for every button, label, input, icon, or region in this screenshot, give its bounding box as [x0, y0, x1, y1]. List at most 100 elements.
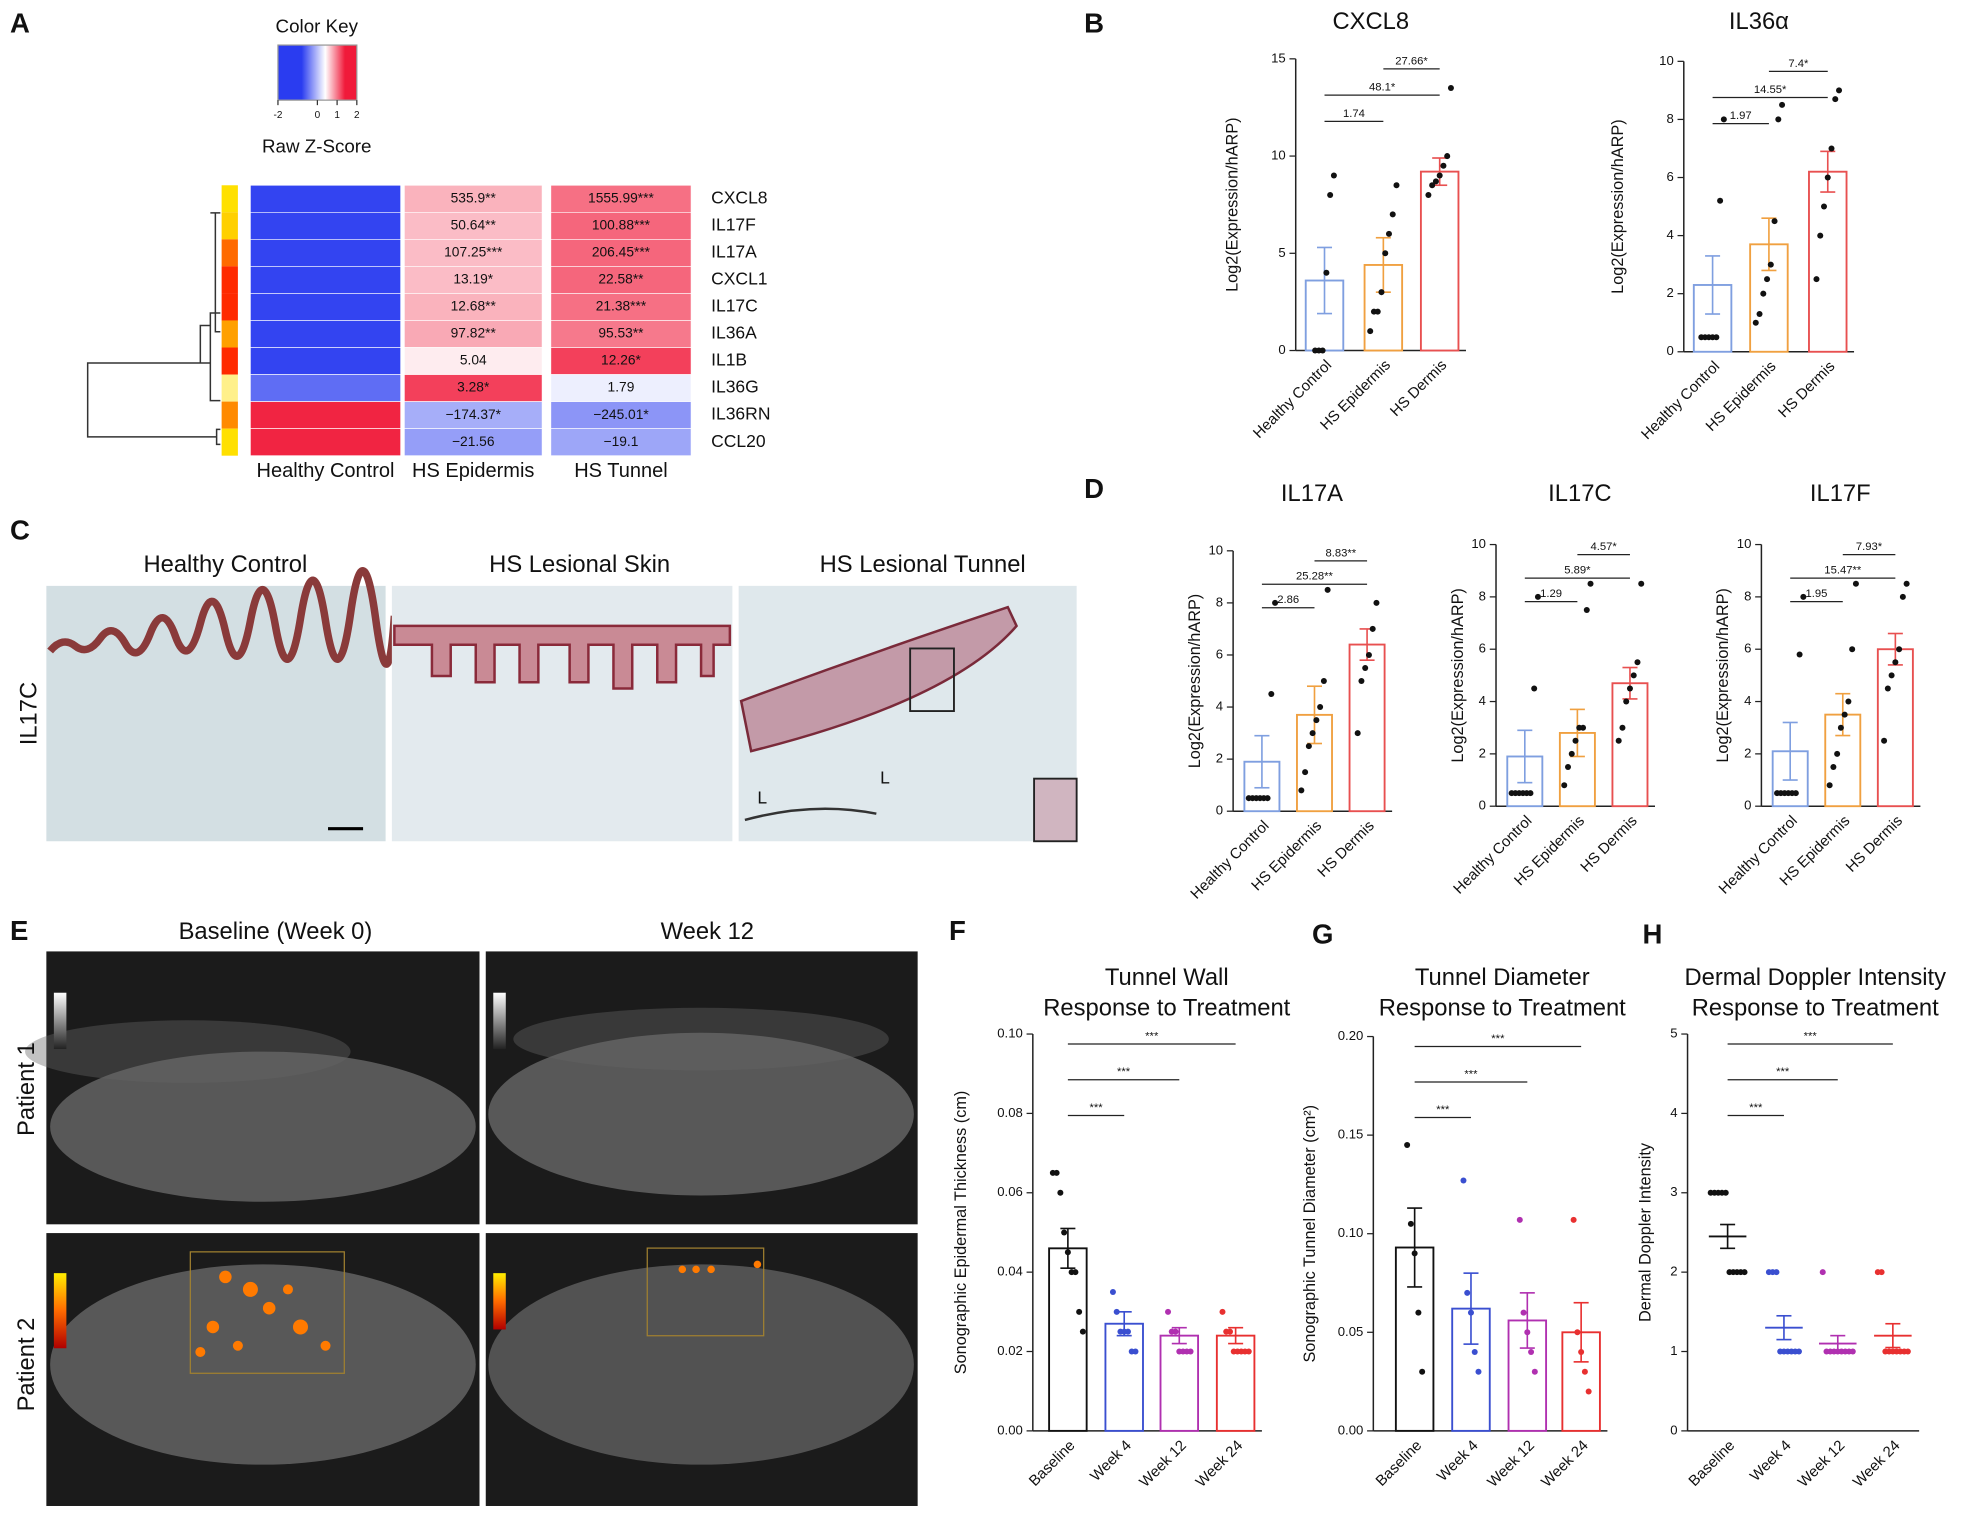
row-label: CXCL8: [711, 187, 767, 207]
cell-label: 95.53**: [598, 326, 644, 341]
color-key-label: Raw Z-Score: [262, 136, 372, 157]
chart-title: CXCL8: [1333, 8, 1410, 35]
cell-label: 50.64**: [451, 217, 497, 232]
column-label: HS Epidermis: [412, 460, 534, 482]
data-point: [1899, 593, 1906, 600]
chart-subtitle: Response to Treatment: [1692, 994, 1939, 1021]
row-label: IL36A: [711, 323, 757, 343]
data-point: [1764, 276, 1771, 283]
y-tick-label: 6: [1744, 641, 1751, 656]
data-point: [1354, 730, 1361, 737]
comparison-label: ***: [1749, 1102, 1763, 1114]
comparison-label: 25.28**: [1296, 571, 1334, 583]
panel-label: B: [1084, 7, 1104, 38]
y-tick-label: 10: [1271, 148, 1286, 163]
data-point: [1585, 1388, 1592, 1395]
data-point: [1561, 782, 1568, 789]
data-point: [1841, 711, 1848, 718]
cell-label: 22.58**: [598, 272, 644, 287]
heatmap-cell: [404, 293, 543, 321]
y-tick-label: 10: [1208, 542, 1223, 557]
cell-label: 97.82**: [451, 326, 497, 341]
data-point: [1305, 743, 1312, 750]
cell-label: 5.04: [460, 353, 487, 368]
bar: [1808, 170, 1848, 353]
comparison-label: 1.74: [1343, 108, 1365, 120]
data-point: [1796, 651, 1803, 658]
data-point: [1836, 87, 1843, 94]
data-point: [1165, 1308, 1172, 1315]
x-tick-label: HS Dermis: [1775, 358, 1838, 421]
data-point: [1319, 347, 1326, 354]
row-color: [221, 428, 238, 456]
y-tick-label: 5: [1670, 1026, 1677, 1041]
data-point: [1302, 769, 1309, 776]
y-tick-label: 0.00: [997, 1422, 1023, 1437]
data-point: [1132, 1348, 1139, 1355]
cell-label: 107.25***: [444, 245, 503, 260]
heatmap-cell: [404, 184, 543, 213]
y-tick-label: 0.08: [997, 1105, 1023, 1120]
cell-label: −19.1: [604, 434, 639, 449]
heatmap-cell: [550, 293, 692, 321]
comparison-label: 5.89*: [1564, 565, 1591, 577]
histology-title: HS Lesional Tunnel: [820, 551, 1026, 578]
data-point: [1415, 1309, 1422, 1316]
cell-label: 1.79: [608, 380, 635, 395]
data-point: [1795, 1348, 1802, 1355]
x-tick-label: Week 4: [1434, 1437, 1482, 1485]
x-tick-label: Week 24: [1850, 1437, 1904, 1491]
data-point: [1436, 172, 1443, 179]
data-point: [1615, 737, 1622, 744]
cell-label: 3.28*: [457, 380, 490, 395]
data-point: [1717, 197, 1724, 204]
data-point: [1722, 1189, 1729, 1196]
y-tick-label: 6: [1216, 646, 1223, 661]
y-tick-label: 8: [1666, 111, 1673, 126]
y-tick-label: 0: [1670, 1422, 1677, 1437]
heatmap-cell: [404, 428, 543, 456]
data-point: [1520, 1309, 1527, 1316]
data-point: [1824, 174, 1831, 181]
data-point: [1226, 1328, 1233, 1335]
y-tick-label: 0: [1744, 798, 1751, 813]
panel-label: C: [10, 514, 30, 545]
data-point: [1634, 659, 1641, 666]
comparison-label: ***: [1117, 1066, 1131, 1078]
data-point: [1892, 659, 1899, 666]
data-point: [1264, 795, 1271, 802]
data-point: [1467, 1309, 1474, 1316]
y-axis-label: Sonographic Tunnel Diameter (cm²): [1301, 1105, 1319, 1363]
comparison-label: 1.29: [1540, 588, 1562, 600]
heatmap-cell: [250, 347, 401, 375]
heatmap-cell: [250, 212, 401, 240]
cell-label: −245.01*: [593, 407, 649, 422]
data-point: [1309, 730, 1316, 737]
data-point: [1268, 691, 1275, 698]
data-point: [1365, 651, 1372, 658]
data-point: [1713, 334, 1720, 341]
heatmap-cell: [550, 428, 692, 456]
x-tick-label: HS Dermis: [1314, 817, 1377, 880]
data-point: [1272, 599, 1279, 606]
data-point: [1419, 1368, 1426, 1375]
heatmap-cell: [550, 347, 692, 375]
panel-label: E: [10, 915, 28, 946]
data-point: [1531, 1368, 1538, 1375]
data-point: [1219, 1308, 1226, 1315]
y-tick-label: 10: [1471, 536, 1486, 551]
y-tick-label: 2: [1479, 745, 1486, 760]
y-axis-label: Log2(Expression/hARP): [1186, 594, 1204, 769]
row-color: [221, 185, 238, 213]
y-tick-label: 5: [1278, 245, 1285, 260]
data-point: [1849, 1348, 1856, 1355]
data-point: [1845, 698, 1852, 705]
data-point: [1830, 763, 1837, 770]
y-tick-label: 2: [1670, 1264, 1677, 1279]
column-label: Healthy Control: [257, 460, 395, 482]
y-tick-label: 8: [1744, 588, 1751, 603]
heatmap-cell: [250, 184, 401, 213]
data-point: [1057, 1189, 1064, 1196]
heatmap-cell: [250, 374, 401, 402]
x-tick-label: Week 12: [1795, 1437, 1849, 1491]
